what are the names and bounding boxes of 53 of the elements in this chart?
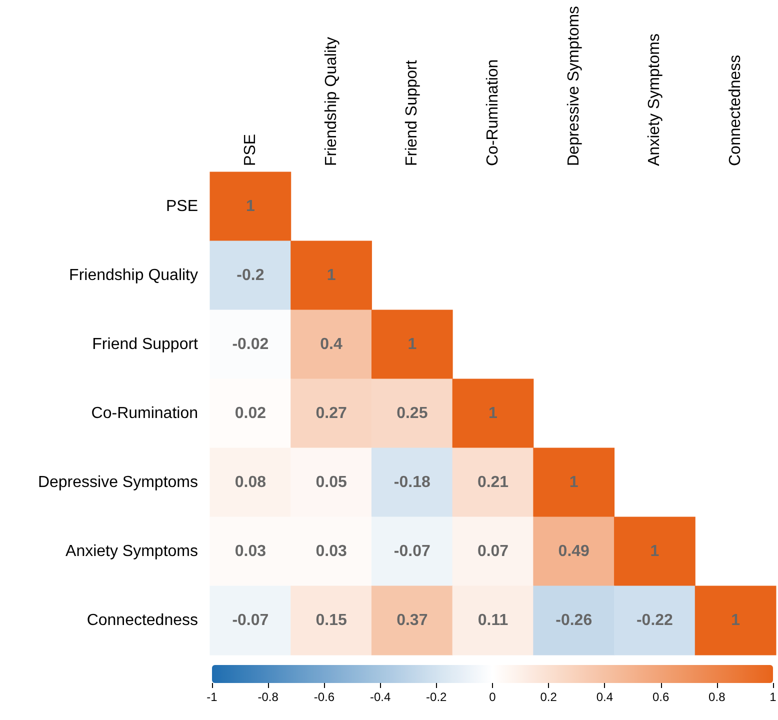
y-tick-label: Connectedness [86,612,198,629]
color-bar-label: 0.2 [540,690,558,704]
color-bar-label: -0.2 [426,690,448,704]
y-tick-label: Friend Support [92,336,199,353]
color-bar-label: 0 [489,690,496,704]
data-label: 0.07 [477,543,509,560]
data-label: 0.03 [234,543,266,560]
data-label: 0.08 [234,474,266,491]
y-tick-label: Depressive Symptoms [38,474,198,491]
data-label: 0.27 [316,405,347,422]
data-label: 0.03 [316,543,347,560]
x-tick-label: Friendship Quality [322,37,340,166]
x-tick-label: Anxiety Symptoms [646,34,664,166]
data-label: -0.22 [636,612,674,629]
data-label: -0.26 [556,612,592,629]
data-label: 1 [488,405,498,422]
data-label: 0.11 [478,612,508,629]
y-tick-label: Anxiety Symptoms [66,543,198,560]
x-tick-label: Co-Rumination [484,59,502,166]
data-label: -0.18 [394,474,430,491]
color-bar-label: -1 [206,690,218,704]
data-label: 1 [731,612,740,629]
y-tick-label: Co-Rumination [91,405,198,422]
color-bar-label: -0.8 [258,690,279,704]
x-tick-label: Friend Support [404,60,421,166]
color-bar-label: -0.4 [370,690,391,704]
data-label: -0.07 [232,612,269,629]
data-label: -0.2 [236,267,264,284]
data-label: 0.05 [316,474,347,491]
color-bar-label: 0.4 [596,690,614,704]
data-label: 0.37 [396,612,428,629]
data-label: 1 [408,336,417,353]
data-label: 0.49 [558,543,590,560]
data-label: -0.02 [232,336,269,353]
data-label: 1 [246,198,255,215]
y-tick-label: PSE [166,198,198,215]
color-bar-label: 0.8 [708,690,726,704]
x-tick-label: PSE [242,134,259,166]
data-label: -0.07 [394,543,430,560]
color-bar-label: 1 [770,690,777,704]
x-tick-label: Depressive Symptoms [565,6,582,166]
color-bar-label: -0.6 [314,690,335,704]
data-label: 0.15 [316,612,347,629]
y-tick-label: Friendship Quality [69,267,198,284]
data-label: 1 [650,543,660,560]
data-label: 0.02 [234,405,266,422]
data-label: 1 [569,474,578,491]
data-label: 0.25 [396,405,428,422]
color-bar-label: 0.6 [652,690,670,704]
data-label: 0.21 [477,474,509,491]
data-label: 1 [326,267,336,284]
data-label: 0.4 [320,336,343,353]
x-tick-label: Connectedness [727,54,744,166]
